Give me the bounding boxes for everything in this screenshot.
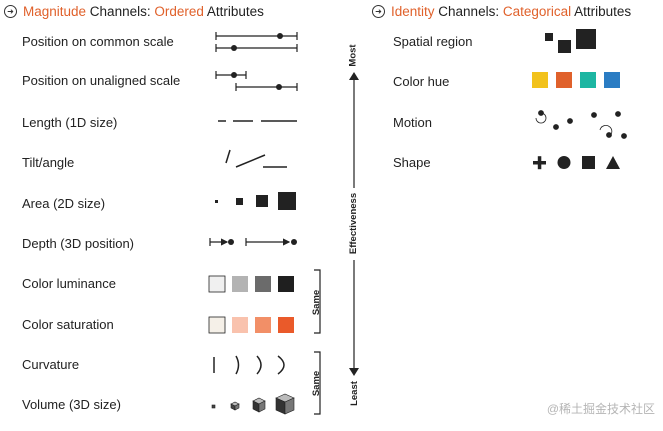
magnitude-header-highlight-2: Ordered [154, 4, 204, 19]
channel-label-saturation: Color saturation [22, 317, 114, 332]
identity-header-highlight-2: Categorical [502, 4, 572, 19]
glyph-volume [211, 393, 295, 415]
glyph-color-hue [532, 72, 620, 88]
channel-label-position-unaligned: Position on unaligned scale [22, 73, 181, 88]
glyph-curvature [213, 355, 285, 375]
channel-label-shape: Shape [393, 155, 431, 170]
glyph-position-unaligned [215, 71, 298, 91]
glyph-shape [533, 156, 620, 170]
channel-label-volume: Volume (3D size) [22, 397, 121, 412]
magnitude-header-text-2: Attributes [203, 4, 264, 19]
glyph-area [215, 192, 296, 210]
same-bracket-2 [314, 351, 321, 415]
glyph-depth [209, 238, 297, 246]
glyph-position-common [215, 32, 298, 52]
circle-arrow-icon: ➜ [372, 5, 385, 18]
circle-arrow-icon: ➜ [4, 5, 17, 18]
glyph-motion [535, 110, 627, 139]
identity-header-highlight: Identity [391, 4, 435, 19]
channel-label-color-hue: Color hue [393, 74, 450, 89]
identity-header-text: Channels: [434, 4, 503, 19]
channel-label-luminance: Color luminance [22, 276, 116, 291]
channel-label-spatial-region: Spatial region [393, 34, 473, 49]
channel-label-tilt: Tilt/angle [22, 155, 75, 170]
same-bracket-1 [314, 269, 321, 334]
glyph-luminance [208, 275, 294, 293]
glyph-tilt [225, 149, 287, 168]
magnitude-header: ➜ Magnitude Channels: Ordered Attributes [4, 4, 264, 19]
magnitude-header-highlight: Magnitude [23, 4, 87, 19]
watermark: @稀土掘金技术社区 [546, 402, 655, 416]
effectiveness-axis [349, 72, 359, 376]
channel-label-motion: Motion [393, 115, 433, 130]
channel-label-depth: Depth (3D position) [22, 236, 134, 251]
magnitude-header-text: Channels: [86, 4, 155, 19]
identity-header: ➜ Identity Channels: Categorical Attribu… [372, 4, 631, 19]
glyph-spatial-region [545, 29, 596, 53]
identity-header-text-2: Attributes [571, 4, 632, 19]
channel-label-length: Length (1D size) [22, 115, 118, 130]
channel-label-area: Area (2D size) [22, 196, 106, 211]
channel-label-position-common: Position on common scale [22, 34, 174, 49]
channel-label-curvature: Curvature [22, 357, 80, 372]
glyph-saturation [208, 316, 294, 334]
